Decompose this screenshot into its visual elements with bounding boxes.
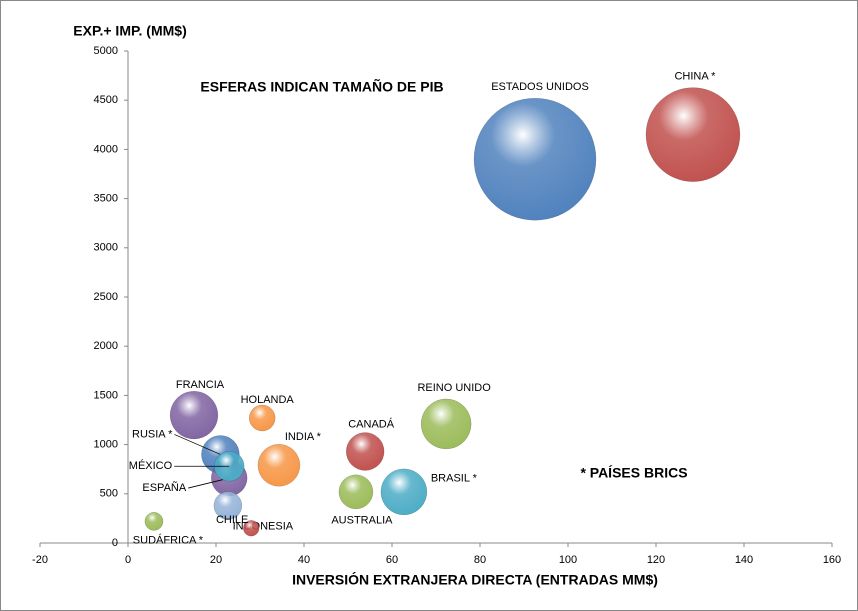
bubble [338,474,374,510]
bubble [213,491,243,520]
bubble-label: HOLANDA [241,394,295,406]
bubble [645,87,741,182]
x-tick-label: -20 [32,554,48,566]
bubble [420,398,472,450]
bubble [248,404,276,432]
bubble-label: ESPAÑA [142,481,186,494]
y-axis-title: EXP.+ IMP. (MM$) [73,23,186,39]
bubble-label: SUDÁFRICA * [133,533,204,546]
bubble [169,390,219,440]
y-tick-label: 2500 [94,291,118,303]
bubble [243,520,260,537]
bubble [473,97,597,221]
bubble-label: CHILE [216,514,248,526]
leader-line [188,477,230,489]
bubble-label: FRANCIA [176,379,225,391]
x-tick-label: 0 [125,554,131,566]
y-tick-label: 3000 [94,242,118,254]
x-tick-label: 20 [210,554,222,566]
x-tick-label: 60 [386,554,398,566]
bubble-label: REINO UNIDO [417,382,491,394]
bubble-label: CHINA * [674,71,716,83]
bubble [345,432,385,471]
annotation: ESFERAS INDICAN TAMAÑO DE PIB [200,78,443,95]
leader-line [174,434,221,455]
annotation: * PAÍSES BRICS [580,465,687,481]
y-tick-label: 3500 [94,193,118,205]
x-tick-label: 160 [823,554,841,566]
y-tick-label: 5000 [94,45,118,57]
y-tick-label: 4000 [94,143,118,155]
x-tick-label: 40 [298,554,310,566]
y-tick-label: 2000 [94,340,118,352]
bubble [380,468,428,516]
x-tick-label: 120 [647,554,665,566]
bubble-label: MÉXICO [129,459,173,472]
x-tick-label: 140 [735,554,753,566]
bubble [257,444,301,487]
bubble-label: AUSTRALIA [331,515,393,527]
bubble [144,512,164,531]
bubble-label: ESTADOS UNIDOS [491,81,589,93]
y-tick-label: 0 [112,537,118,549]
y-tick-label: 500 [100,488,118,500]
y-tick-label: 4500 [94,94,118,106]
bubble-label: RUSIA * [132,428,173,440]
y-tick-label: 1500 [94,389,118,401]
x-axis-title: INVERSIÓN EXTRANJERA DIRECTA (ENTRADAS M… [292,571,658,588]
y-tick-label: 1000 [94,439,118,451]
bubble-label: BRASIL * [431,473,478,485]
bubble-label: INDIA * [285,431,322,443]
x-tick-label: 100 [559,554,577,566]
bubble-label: CANADÁ [348,417,395,430]
x-tick-label: 80 [474,554,486,566]
